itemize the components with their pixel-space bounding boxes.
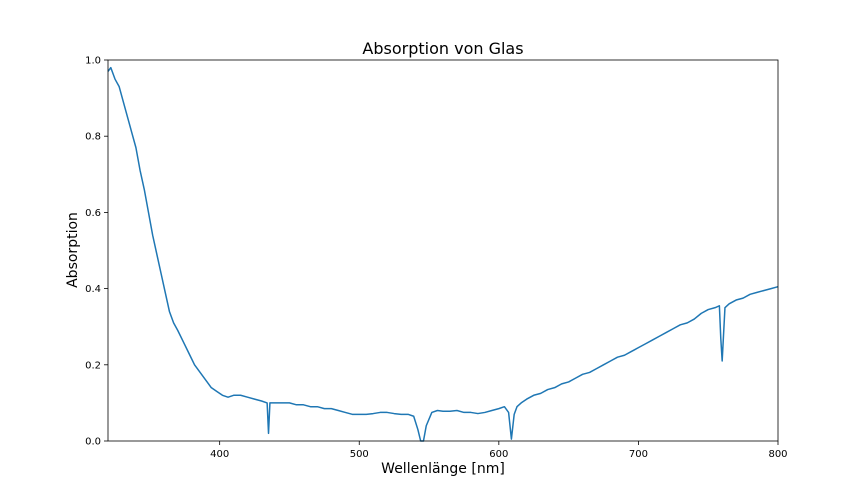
y-tick-label: 0.2 (85, 360, 101, 371)
y-axis-label: Absorption (65, 212, 81, 288)
y-axis-ticks: 0.0 0.2 0.4 0.6 0.8 1.0 (85, 56, 108, 448)
x-tick-label: 500 (350, 449, 369, 460)
plot-border (107, 59, 779, 442)
x-tick-label: 400 (210, 449, 229, 460)
x-axis-ticks: 400 500 600 700 800 (210, 441, 788, 460)
x-tick-label: 800 (768, 449, 787, 460)
x-axis-label: Wellenlänge [nm] (381, 461, 505, 477)
y-tick-label: 0.8 (85, 132, 101, 143)
chart-title: Absorption von Glas (362, 39, 523, 58)
y-tick-label: 0.6 (85, 208, 101, 219)
plot-area (108, 60, 778, 441)
y-tick-label: 0.4 (85, 284, 101, 295)
y-tick-label: 0.0 (85, 437, 101, 448)
y-tick-label: 1.0 (85, 56, 101, 67)
x-tick-label: 700 (629, 449, 648, 460)
x-tick-label: 600 (489, 449, 508, 460)
